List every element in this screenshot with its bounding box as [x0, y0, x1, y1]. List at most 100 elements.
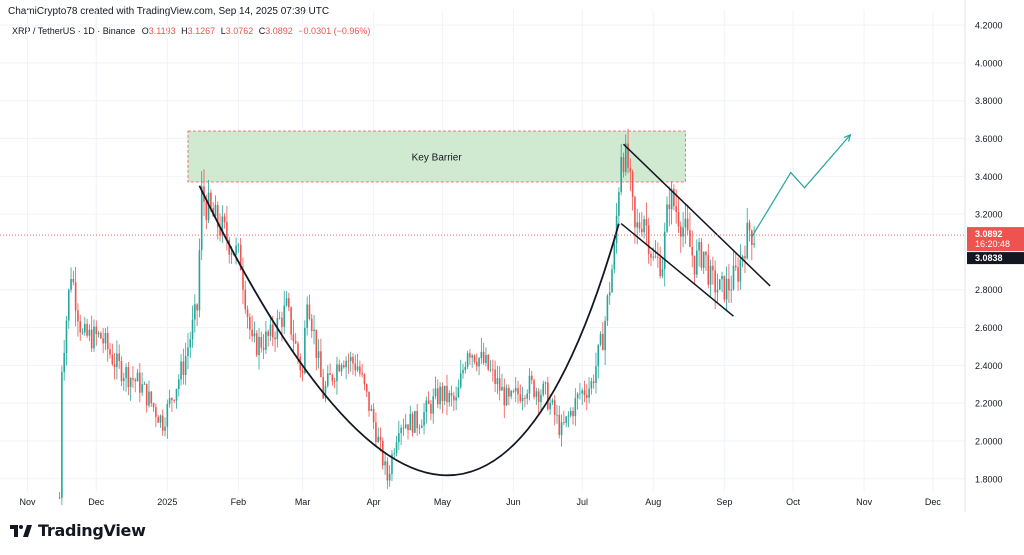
candle-body [746, 222, 749, 259]
candle-body [402, 427, 405, 429]
candle-body [434, 388, 437, 397]
candle-body [661, 268, 664, 277]
candle-body [599, 333, 602, 345]
candle-body [425, 400, 428, 413]
candle-body [177, 379, 180, 390]
candle-body [113, 364, 116, 368]
candle-body [439, 386, 441, 405]
candle-body [67, 289, 70, 321]
candle-body [281, 317, 283, 327]
candle-body [251, 329, 253, 337]
candle-body [388, 473, 391, 481]
projection-arrowhead [843, 133, 852, 142]
candle-body [741, 256, 744, 260]
candle-body [61, 371, 63, 498]
symbol-label[interactable]: XRP / TetherUS · 1D · Binance [12, 26, 136, 36]
candle-body [72, 278, 75, 283]
candle-body [478, 358, 480, 367]
candle-body [359, 366, 361, 374]
candle-body [622, 157, 625, 172]
candle-body [372, 408, 375, 423]
candle-body [102, 338, 104, 344]
high-value: 3.1267 [187, 26, 216, 36]
price-axis: 4.2000 4.0000 3.8000 3.6000 3.4000 3.2000 2.80… [975, 21, 1003, 485]
time-axis: Nov Dec 2025 Feb Mar Apr May Jun Jul Aug Sep Oct Nov… [19, 497, 941, 507]
candle-body [501, 386, 503, 391]
candle-body [70, 278, 72, 290]
candle-body [712, 265, 714, 271]
candle-body [246, 309, 249, 317]
candle-body [556, 414, 558, 416]
candle-body [198, 250, 201, 311]
candle-body [679, 226, 682, 237]
candle-body [572, 411, 574, 417]
candle-body [139, 372, 141, 393]
high-key: H [181, 26, 188, 36]
y-tick-label: 2.6000 [975, 323, 1003, 333]
candle-body [304, 327, 306, 374]
y-tick-label: 2.0000 [975, 436, 1003, 446]
candle-body [134, 379, 137, 382]
candle-body [368, 391, 370, 411]
candle-body [489, 369, 492, 371]
candle-body [244, 289, 247, 310]
wedge-upper-line [622, 143, 771, 287]
candle-body [301, 370, 304, 374]
candle-body [143, 383, 146, 385]
candle-body [652, 256, 655, 258]
candle-body [324, 385, 327, 399]
candle-body [315, 329, 318, 358]
candle-body [90, 329, 93, 349]
candle-body [294, 341, 297, 344]
candle-body [343, 365, 345, 368]
candle-body [164, 426, 166, 431]
candle-body [239, 244, 242, 271]
candle-body [611, 269, 613, 293]
candle-body [560, 422, 563, 435]
bar-countdown: 16:20:48 [975, 239, 1010, 249]
candle-body [702, 251, 705, 268]
candle-body [668, 204, 671, 210]
x-tick-label: Sep [716, 497, 732, 507]
candle-body [407, 424, 409, 431]
candle-body [654, 256, 657, 258]
candle-body [585, 394, 588, 398]
candle-body [313, 329, 315, 331]
x-tick-label: May [434, 497, 452, 507]
candle-body [613, 243, 616, 270]
last-price-tag [967, 227, 1024, 252]
low-value: 3.0762 [225, 26, 254, 36]
candle-body [171, 398, 173, 401]
candle-body [487, 354, 490, 370]
candle-body [377, 436, 380, 443]
candle-body [432, 396, 435, 414]
candle-body [725, 278, 728, 300]
candle-body [65, 320, 68, 353]
key-barrier-zone: Key Barrier [187, 130, 686, 183]
candle-body [537, 391, 540, 403]
candle-body [574, 398, 577, 417]
candle-body [95, 326, 98, 335]
candle-body [336, 364, 338, 382]
drawings [0, 133, 965, 477]
candle-body [317, 351, 320, 358]
candle-body [569, 411, 572, 416]
candle-body [657, 256, 659, 258]
y-tick-label: 3.2000 [975, 210, 1003, 220]
candle-body [480, 351, 483, 359]
candle-body [629, 167, 632, 172]
candle-body [469, 353, 471, 358]
candle-body [267, 331, 269, 336]
candle-body [175, 389, 178, 401]
tradingview-logo[interactable]: TradingView [10, 521, 146, 540]
projection-path [751, 134, 851, 238]
candle-body [77, 310, 79, 322]
secondary-price-value: 3.0838 [975, 253, 1003, 263]
x-tick-label: Nov [19, 497, 36, 507]
candle-body [354, 363, 357, 371]
candle-body [288, 298, 290, 308]
candle-body [700, 242, 703, 268]
candle-body [737, 267, 739, 282]
